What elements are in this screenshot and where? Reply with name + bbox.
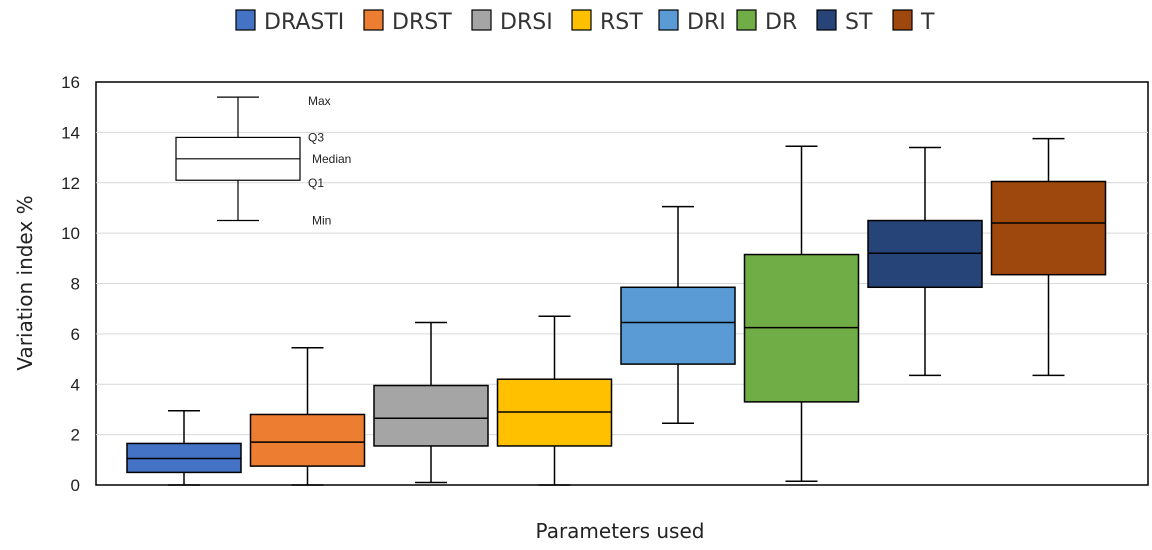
- legend-item-drasti: DRASTI: [235, 9, 344, 35]
- legend-item-dr: DR: [736, 9, 797, 35]
- legend-swatch: [571, 9, 592, 31]
- x-axis-title: Parameters used: [536, 519, 705, 543]
- key-label-q1: Q1: [308, 176, 324, 190]
- legend-label: DRASTI: [264, 10, 344, 35]
- key-label-max: Max: [308, 94, 331, 108]
- box-drsi: [373, 321, 489, 484]
- key-label-median: Median: [312, 152, 351, 166]
- key-label-min: Min: [312, 214, 331, 228]
- box-drasti: [126, 409, 242, 486]
- legend-swatch: [892, 9, 913, 31]
- box-rst: [496, 315, 613, 486]
- legend-label: T: [920, 10, 935, 35]
- legend-label: ST: [845, 10, 873, 35]
- boxes: [126, 137, 1107, 486]
- legend-swatch: [816, 9, 837, 31]
- legend-label: DRI: [687, 10, 726, 35]
- legend-swatch: [363, 9, 384, 31]
- legend-swatch: [471, 9, 492, 31]
- y-tick-label: 0: [71, 476, 80, 495]
- legend-label: DRST: [392, 10, 452, 35]
- legend-item-rst: RST: [571, 9, 643, 35]
- legend-item-dri: DRI: [658, 9, 726, 35]
- legend-label: DR: [765, 10, 797, 35]
- y-tick-label: 6: [71, 325, 80, 344]
- box-body: [249, 413, 366, 467]
- box-body: [990, 180, 1107, 276]
- legend-swatch: [658, 9, 679, 31]
- legend-item-drsi: DRSI: [471, 9, 553, 35]
- legend-label: RST: [600, 10, 643, 35]
- key-box-diagram: Max Q3 Median Q1 Min: [175, 94, 351, 228]
- legend: DRASTI DRST DRSI RST DRI DR ST T: [235, 9, 935, 35]
- legend-swatch: [235, 9, 256, 31]
- box-body: [373, 384, 489, 447]
- y-tick-label: 4: [71, 375, 80, 394]
- box-dr: [743, 145, 860, 482]
- legend-label: DRSI: [500, 10, 553, 35]
- legend-item-t: T: [892, 9, 935, 35]
- y-axis-title: Variation index %: [13, 195, 37, 370]
- legend-item-st: ST: [816, 9, 873, 35]
- box-t: [990, 137, 1107, 377]
- box-st: [867, 146, 983, 377]
- y-tick-label: 16: [61, 73, 80, 92]
- y-tick-label: 2: [71, 426, 80, 445]
- y-tick-label: 8: [71, 275, 80, 294]
- key-label-q3: Q3: [308, 130, 324, 144]
- plot-area: 0 2 4 6 8 10 12 14 16 Max Q3 Median Q1 Min: [61, 73, 1149, 495]
- y-tick-label: 10: [61, 224, 80, 243]
- box-drst: [249, 346, 366, 486]
- y-tick-label: 14: [61, 123, 80, 142]
- y-tick-label: 12: [61, 174, 80, 193]
- box-dri: [620, 205, 736, 425]
- legend-swatch: [736, 9, 757, 31]
- legend-item-drst: DRST: [363, 9, 452, 35]
- y-tick-labels: 0 2 4 6 8 10 12 14 16: [61, 73, 80, 495]
- box-body: [620, 286, 736, 365]
